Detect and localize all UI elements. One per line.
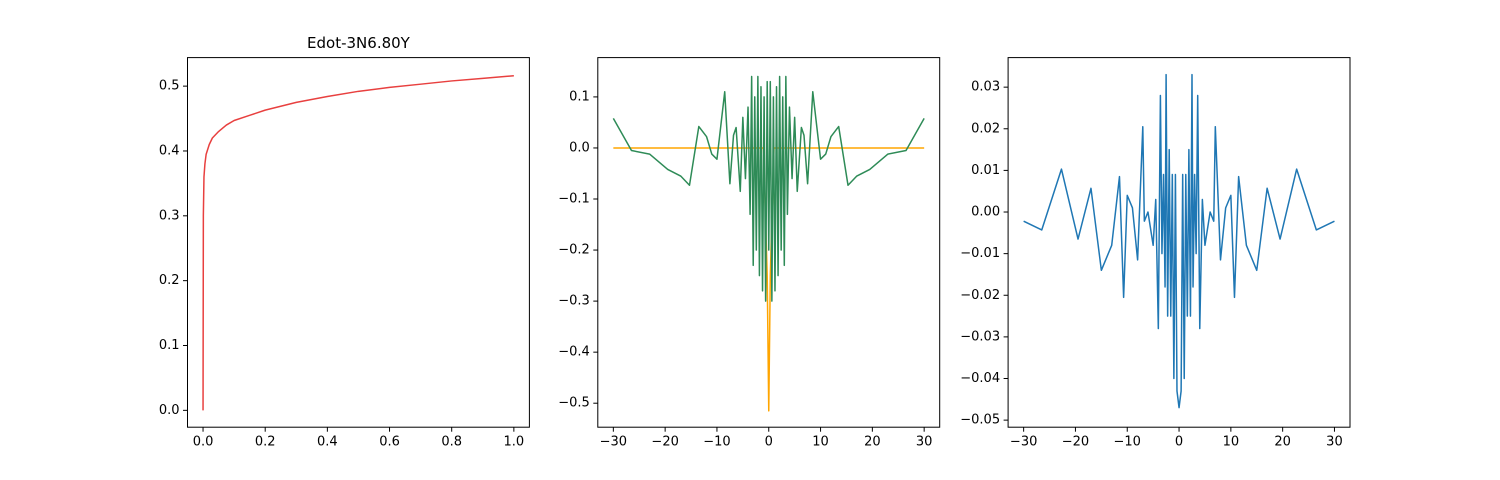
- x-tick-label: −20: [1062, 435, 1089, 450]
- y-tick-label: 0.02: [971, 121, 1000, 136]
- y-tick-label: 0.1: [159, 338, 180, 353]
- x-tick-label: 1.0: [504, 435, 525, 450]
- y-tick-label: −0.3: [558, 294, 590, 309]
- y-tick-label: 0.03: [971, 80, 1000, 95]
- y-tick-label: 0.00: [971, 205, 1000, 220]
- y-tick-label: 0.5: [159, 79, 180, 94]
- y-tick-label: 0.4: [159, 143, 180, 158]
- y-tick-label: −0.02: [960, 288, 1000, 303]
- data-line: [612, 75, 925, 302]
- y-tick-label: 0.0: [159, 403, 180, 418]
- x-tick-label: −30: [1010, 435, 1037, 450]
- y-tick-label: 0.1: [569, 89, 590, 104]
- y-tick-label: 0.3: [159, 208, 180, 223]
- y-tick-label: −0.03: [960, 329, 1000, 344]
- y-tick-label: 0.01: [971, 163, 1000, 178]
- y-tick-label: −0.01: [960, 246, 1000, 261]
- x-tick-label: 20: [1274, 435, 1291, 450]
- x-tick-label: 10: [812, 435, 829, 450]
- axes-frame: [1007, 57, 1351, 428]
- y-tick-label: −0.1: [558, 192, 590, 207]
- axes-frame: [187, 57, 530, 428]
- data-line: [1023, 73, 1335, 409]
- y-tick-label: −0.5: [558, 396, 590, 411]
- y-tick-label: 0.2: [159, 273, 180, 288]
- x-tick-label: −20: [651, 435, 678, 450]
- x-tick-label: 20: [864, 435, 881, 450]
- x-tick-label: 30: [1326, 435, 1343, 450]
- x-tick-label: 0.2: [255, 435, 276, 450]
- x-tick-label: 10: [1223, 435, 1240, 450]
- x-tick-label: 0.8: [441, 435, 462, 450]
- y-tick-label: −0.4: [558, 345, 590, 360]
- x-tick-label: 0.4: [317, 435, 338, 450]
- x-tick-label: −10: [1114, 435, 1141, 450]
- x-tick-label: 0: [1175, 435, 1183, 450]
- y-tick-label: −0.04: [960, 371, 1000, 386]
- y-tick-label: 0.0: [569, 140, 590, 155]
- x-tick-label: 0.0: [193, 435, 214, 450]
- chart-title: Edot-3N6.80Y: [307, 34, 411, 52]
- x-tick-label: 30: [916, 435, 933, 450]
- x-tick-label: 0.6: [379, 435, 400, 450]
- x-tick-label: −30: [600, 435, 627, 450]
- x-tick-label: 0: [765, 435, 773, 450]
- data-line: [202, 75, 514, 411]
- x-tick-label: −10: [703, 435, 730, 450]
- y-tick-label: −0.05: [960, 413, 1000, 428]
- y-tick-label: −0.2: [558, 243, 590, 258]
